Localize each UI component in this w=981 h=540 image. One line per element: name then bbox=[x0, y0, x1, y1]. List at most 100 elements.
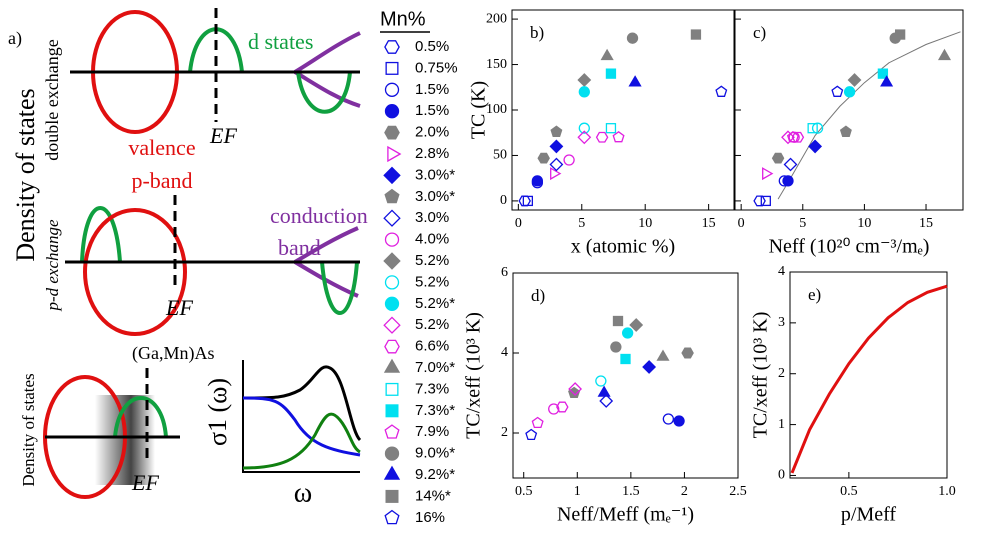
plots: 0.5% 0.75% 1.5% 1.5% 2.0% 2.8% 3.0%* 3.0%* 3.0% 4… bbox=[383, 9, 964, 526]
point bbox=[563, 154, 575, 166]
x-tick-label: 2.5 bbox=[729, 484, 747, 499]
legend-label: 7.3%* bbox=[415, 402, 455, 419]
legend-marker bbox=[383, 252, 401, 270]
point bbox=[782, 175, 794, 187]
legend-label: 14%* bbox=[415, 487, 451, 504]
d-band bbox=[113, 396, 168, 438]
label: double exchange bbox=[42, 39, 62, 160]
point bbox=[771, 152, 785, 164]
point bbox=[690, 29, 702, 40]
legend-label: 0.5% bbox=[415, 38, 449, 55]
legend-label: 5.2%* bbox=[415, 295, 455, 312]
point bbox=[605, 68, 617, 79]
legend-marker bbox=[384, 424, 400, 439]
legend-label: 7.9% bbox=[415, 423, 449, 440]
legend-label: 6.6% bbox=[415, 338, 449, 355]
axis-title: Density of states bbox=[11, 88, 40, 261]
d-band bbox=[296, 71, 352, 114]
y-tick-label: 200 bbox=[486, 11, 507, 26]
axes bbox=[242, 360, 360, 473]
fit-curve bbox=[777, 31, 961, 200]
plot-frame bbox=[512, 272, 739, 479]
legend-label: 7.3% bbox=[415, 380, 449, 397]
d-band bbox=[80, 206, 122, 263]
x-tick-label: 2 bbox=[681, 484, 688, 499]
y-axis-title: TC/xeff (10³ K) bbox=[750, 312, 772, 439]
legend-marker bbox=[384, 82, 400, 97]
point bbox=[808, 139, 823, 154]
legend-label: 5.2% bbox=[415, 252, 449, 269]
label: valence bbox=[128, 135, 195, 160]
x-tick-label: 0 bbox=[738, 216, 745, 231]
point bbox=[781, 130, 795, 145]
legend-marker bbox=[384, 446, 400, 461]
x-tick-label: 1.0 bbox=[938, 484, 956, 499]
axis-title: σ1 (ω) bbox=[203, 378, 232, 446]
legend-marker bbox=[385, 382, 399, 396]
y-tick-label: 4 bbox=[778, 264, 785, 279]
y-axis-title: TC/xeff (10³ K) bbox=[463, 312, 485, 439]
legend-label: 4.0% bbox=[415, 231, 449, 248]
y-tick-label: 4 bbox=[501, 345, 508, 360]
point bbox=[550, 167, 562, 181]
legend-label: 3.0%* bbox=[415, 166, 455, 183]
legend-marker bbox=[384, 40, 400, 54]
x-axis-title: p/Meff bbox=[841, 504, 897, 526]
x-tick-label: 10 bbox=[638, 216, 652, 231]
label: band bbox=[278, 235, 321, 260]
x-tick-label: 1.5 bbox=[622, 484, 640, 499]
line bbox=[790, 284, 948, 474]
legend-marker bbox=[387, 145, 402, 163]
d-band bbox=[320, 261, 359, 315]
point bbox=[715, 85, 728, 97]
label: conduction bbox=[270, 203, 368, 228]
point bbox=[791, 131, 805, 143]
x-axis-title: x (atomic %) bbox=[571, 236, 675, 258]
x-tick-label: 10 bbox=[857, 216, 871, 231]
point bbox=[595, 131, 609, 143]
y-tick-label: 0 bbox=[778, 468, 785, 483]
legend-label: 9.0%* bbox=[415, 445, 455, 462]
label: EF bbox=[209, 123, 237, 148]
label: EF bbox=[131, 470, 159, 495]
point bbox=[662, 413, 675, 425]
point bbox=[578, 122, 590, 134]
point bbox=[626, 32, 639, 44]
panel-label: d) bbox=[531, 286, 545, 305]
x-tick-label: 5 bbox=[799, 216, 806, 231]
x-axis-title: Neff (10²⁰ cm⁻³/mₑ) bbox=[769, 236, 930, 258]
point bbox=[599, 394, 614, 408]
point bbox=[877, 68, 889, 79]
y-tick-label: 3 bbox=[778, 315, 785, 330]
panel-label: e) bbox=[808, 285, 821, 304]
legend-marker bbox=[383, 316, 401, 334]
legend-label: 2.0% bbox=[415, 124, 449, 141]
legend-label: 0.75% bbox=[415, 59, 458, 76]
panel-a: a) Density of states double exchange p-d… bbox=[8, 8, 368, 508]
legend-marker bbox=[383, 166, 401, 185]
curve bbox=[242, 396, 361, 457]
legend-marker bbox=[383, 209, 401, 227]
legend-marker bbox=[384, 104, 400, 119]
curve bbox=[242, 412, 361, 470]
point bbox=[937, 48, 952, 61]
point bbox=[549, 157, 564, 172]
point bbox=[610, 341, 622, 353]
point bbox=[673, 415, 685, 427]
point bbox=[568, 382, 583, 396]
point bbox=[681, 347, 694, 359]
point bbox=[568, 386, 581, 399]
point bbox=[577, 130, 592, 145]
y-tick-label: 6 bbox=[501, 265, 508, 280]
point bbox=[525, 428, 538, 441]
y-tick-label: 0 bbox=[500, 193, 507, 208]
label: EF bbox=[165, 295, 193, 320]
point bbox=[597, 385, 611, 397]
point bbox=[550, 125, 563, 137]
point bbox=[605, 123, 617, 134]
point bbox=[760, 195, 771, 207]
point bbox=[600, 48, 614, 61]
point bbox=[578, 86, 590, 98]
legend-label: 5.2% bbox=[415, 273, 449, 290]
